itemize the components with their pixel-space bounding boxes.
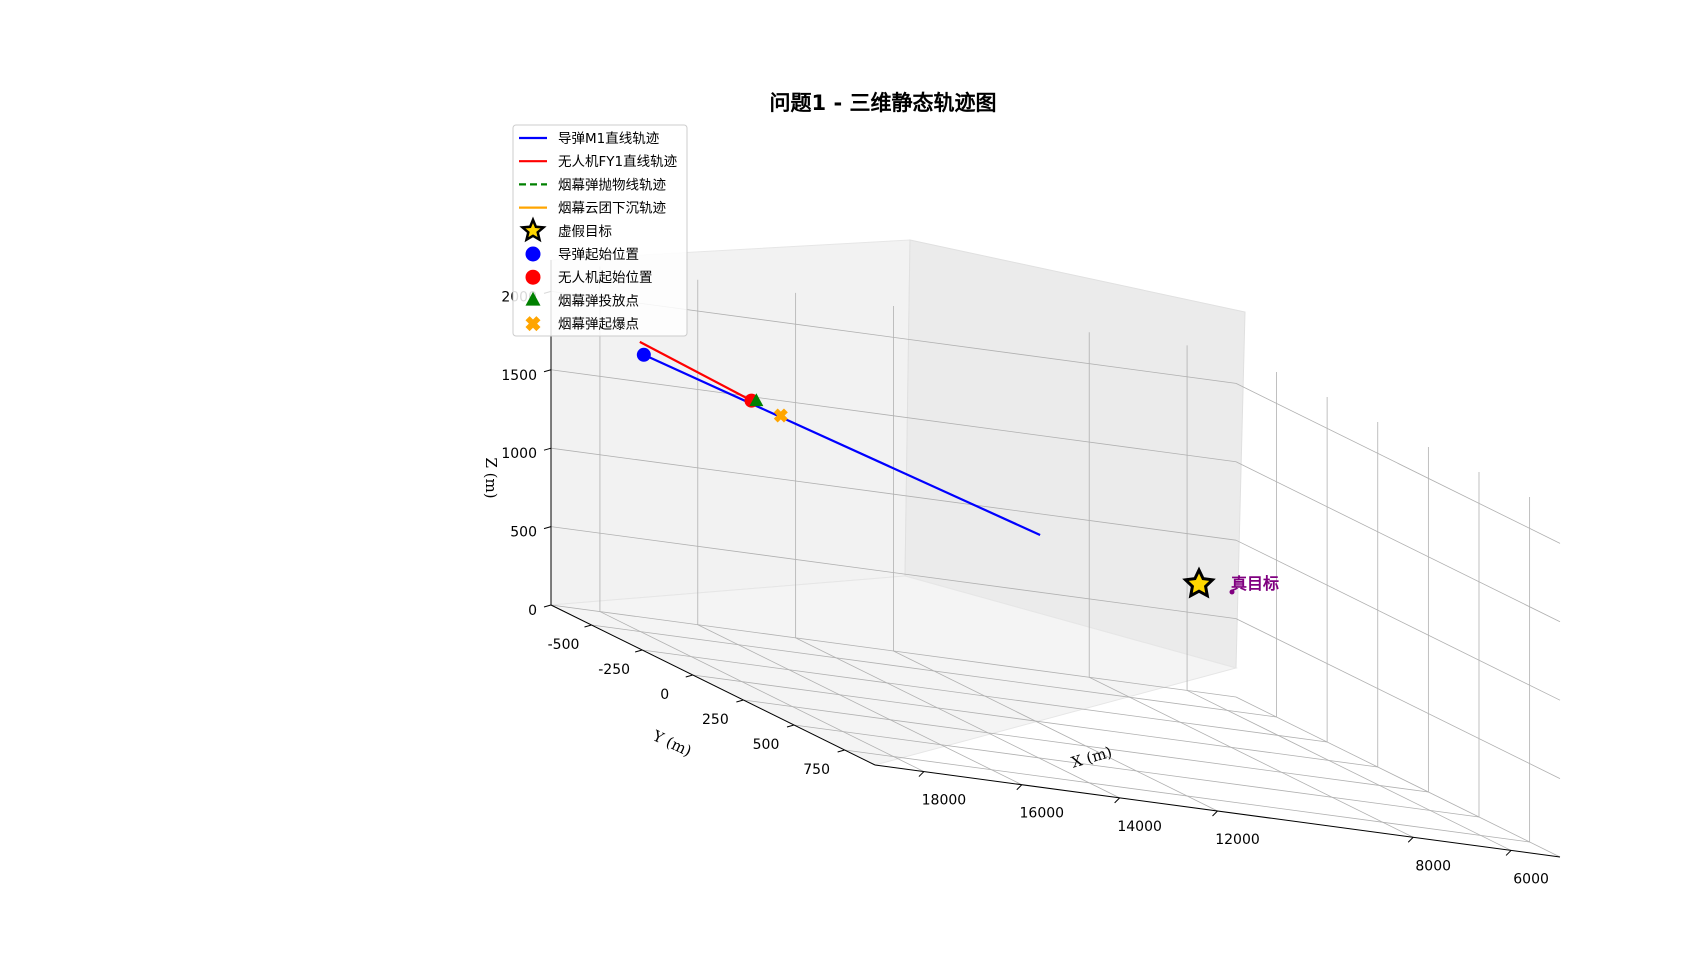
plot-marks <box>636 340 1041 537</box>
legend-marker-swatch <box>525 269 541 285</box>
legend-marker-swatch <box>525 246 541 262</box>
x-tick-label: 14000 <box>1117 819 1162 835</box>
legend-entry: 烟幕云团下沉轨迹 <box>519 201 666 217</box>
y-tick-label: 500 <box>753 737 780 753</box>
x-tick-mark <box>918 771 925 777</box>
x-tick-label: 12000 <box>1215 832 1260 848</box>
y-tick-label: 750 <box>803 762 830 778</box>
x-tick-mark <box>1016 784 1023 791</box>
y-tick-mark <box>786 724 795 728</box>
legend-label: 烟幕云团下沉轨迹 <box>558 201 666 217</box>
legend-marker-swatch <box>525 291 541 306</box>
y-grid-line <box>591 624 1277 718</box>
z-tick-label: 500 <box>510 525 537 541</box>
z-tick-mark <box>543 369 552 373</box>
x-tick-mark <box>1212 810 1218 817</box>
series-line-0 <box>643 353 1041 537</box>
z-tick-label: 1500 <box>501 368 537 384</box>
series-marker-7 <box>749 393 764 407</box>
y-tick-mark <box>584 624 592 628</box>
y-grid-line <box>844 749 1530 843</box>
z-axis-label: Z (m) <box>482 457 500 498</box>
z-grid-line <box>550 369 1237 463</box>
y-tick-label: -500 <box>548 637 580 653</box>
x-grid-line <box>795 637 1120 799</box>
z-grid-line <box>550 604 1237 698</box>
y-grid-line <box>692 674 1378 768</box>
y-tick-label: -250 <box>598 662 630 678</box>
x-tick-mark <box>1505 850 1512 856</box>
axes <box>543 260 1561 858</box>
y-grid-line <box>642 649 1328 743</box>
x-grid-line <box>1089 676 1414 838</box>
legend-entry: 烟幕弹投放点 <box>525 291 639 309</box>
true-target-star-icon <box>1182 566 1216 599</box>
grid-lines <box>550 266 1561 858</box>
legend-entry: 烟幕弹起爆点 <box>525 316 639 333</box>
legend-entry: 无人机FY1直线轨迹 <box>519 154 678 170</box>
legend-label: 烟幕弹抛物线轨迹 <box>558 177 666 193</box>
legend-label: 无人机FY1直线轨迹 <box>558 154 678 170</box>
z-grid-line <box>1235 461 1561 623</box>
x-tick-label: 18000 <box>922 793 967 809</box>
x-grid-line <box>599 611 925 772</box>
y-tick-label: 0 <box>660 687 669 703</box>
y-grid-line <box>793 724 1480 818</box>
legend-entry: 无人机起始位置 <box>525 269 653 286</box>
x-grid-line <box>893 650 1218 812</box>
x-tick-label: 8000 <box>1415 858 1451 874</box>
legend: 导弹M1直线轨迹无人机FY1直线轨迹烟幕弹抛物线轨迹烟幕云团下沉轨迹虚假目标导弹… <box>512 124 688 337</box>
chart-title: 问题1 - 三维静态轨迹图 <box>770 91 997 115</box>
series-line-1 <box>639 340 753 402</box>
z-grid-line <box>550 447 1237 541</box>
legend-label: 烟幕弹投放点 <box>558 293 639 309</box>
z-tick-label: 1000 <box>501 446 537 462</box>
x-tick-mark <box>1407 836 1414 843</box>
z-tick-mark <box>543 604 552 608</box>
y-axis-label: Y (m) <box>649 726 694 760</box>
x-tick-mark <box>1114 797 1120 804</box>
x-grid-line <box>697 624 1022 786</box>
y-tick-mark <box>634 649 643 653</box>
y-grid-line <box>743 699 1429 793</box>
legend-marker-swatch <box>519 216 547 243</box>
legend-entry: 烟幕弹抛物线轨迹 <box>519 177 666 193</box>
y-tick-mark <box>837 749 845 753</box>
y-tick-mark <box>685 674 693 678</box>
series-marker-8 <box>773 408 788 423</box>
x-tick-label: 6000 <box>1513 871 1549 887</box>
legend-label: 无人机起始位置 <box>558 270 653 286</box>
z-grid-line <box>1235 618 1561 779</box>
legend-frame <box>512 124 688 337</box>
legend-entry: 虚假目标 <box>519 216 612 243</box>
legend-marker-swatch <box>525 316 541 332</box>
z-tick-mark <box>543 447 552 451</box>
true-target-annotation: 真目标 <box>1182 566 1279 599</box>
y-tick-label: 250 <box>702 712 729 728</box>
x-grid-line <box>1186 690 1512 851</box>
legend-label: 导弹M1直线轨迹 <box>558 131 660 147</box>
true-target-point <box>1229 589 1235 595</box>
z-grid-line <box>1235 383 1561 544</box>
legend-label: 导弹起始位置 <box>558 247 639 263</box>
x-tick-label: 16000 <box>1020 806 1065 822</box>
legend-entry: 导弹起始位置 <box>525 246 639 263</box>
series-marker-5 <box>636 347 651 362</box>
legend-entry: 导弹M1直线轨迹 <box>519 131 660 147</box>
y-tick-mark <box>736 699 744 703</box>
z-tick-label: 0 <box>528 603 537 619</box>
true-target-label: 真目标 <box>1231 574 1279 593</box>
z-grid-line <box>550 526 1237 619</box>
legend-label: 烟幕弹起爆点 <box>558 317 639 333</box>
z-grid-line <box>1235 539 1561 701</box>
y-axis-line <box>550 604 876 766</box>
tick-labels: 6000 8000 12000 14000 16000 18000 -500 -250 0 250… <box>501 289 1549 887</box>
z-tick-mark <box>543 526 552 530</box>
z-grid-line <box>1235 696 1561 858</box>
legend-label: 虚假目标 <box>558 224 612 240</box>
